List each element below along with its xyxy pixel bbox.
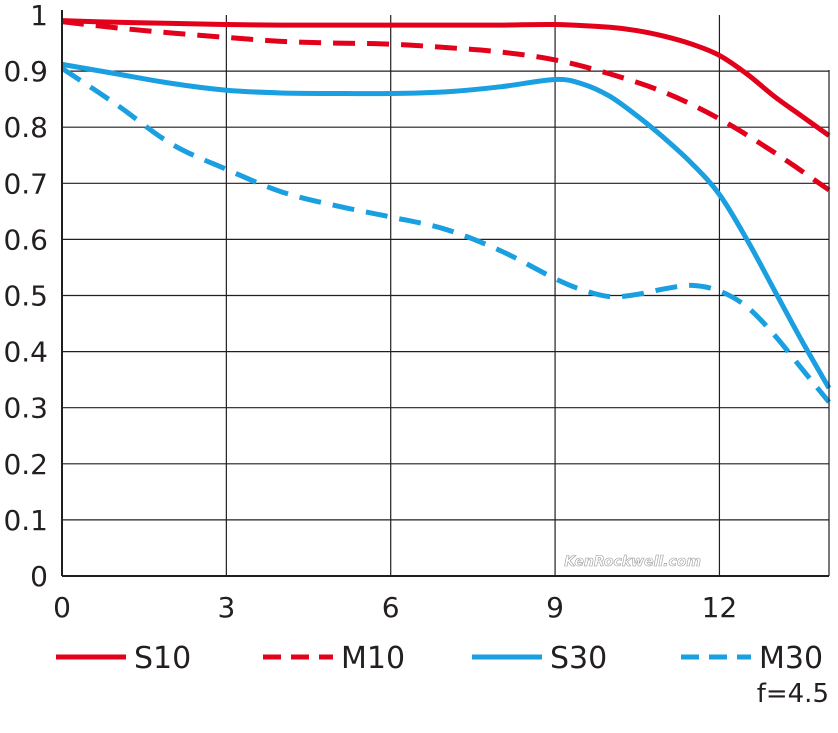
y-tick-label: 0.3: [3, 392, 48, 425]
x-tick-label: 12: [702, 591, 738, 624]
x-tick-label: 6: [382, 591, 400, 624]
legend-label-m30: M30: [759, 641, 823, 676]
x-tick-label: 9: [546, 591, 564, 624]
plot-frame: [61, 10, 830, 577]
y-tick-label: 0.2: [3, 448, 48, 481]
y-tick-label: 0.5: [3, 280, 48, 313]
series-line-m10: [61, 19, 831, 193]
watermark: KenRockwell.com: [564, 554, 701, 570]
x-tick-label: 3: [217, 591, 235, 624]
y-tick-label: 0: [30, 560, 48, 593]
legend-label-s10: S10: [134, 641, 191, 676]
y-tick-label: 0.8: [3, 111, 48, 144]
y-tick-label: 0.4: [3, 336, 48, 369]
series-line-s10: [61, 18, 831, 138]
series-line-m30: [60, 66, 831, 404]
y-tick-label: 0.1: [3, 504, 48, 537]
legend: S10 M10 S30 M30: [56, 641, 823, 676]
y-tick-label: 0.9: [3, 55, 48, 88]
series-layer: [60, 18, 832, 404]
legend-label-m10: M10: [341, 641, 405, 676]
y-tick-label: 0.6: [3, 223, 48, 256]
y-tick-label: 0.7: [3, 167, 48, 200]
y-tick-label: 1: [30, 0, 48, 32]
x-tick-label: 0: [53, 591, 71, 624]
aperture-annotation: f=4.5: [757, 679, 829, 709]
grid: [62, 15, 829, 576]
legend-label-s30: S30: [550, 641, 607, 676]
tick-labels: 0 0.1 0.2 0.3 0.4 0.5 0.6 0.7 0.8 0.9 1 0 3 6 9 12: [3, 0, 737, 624]
series-line-s30: [61, 61, 832, 390]
